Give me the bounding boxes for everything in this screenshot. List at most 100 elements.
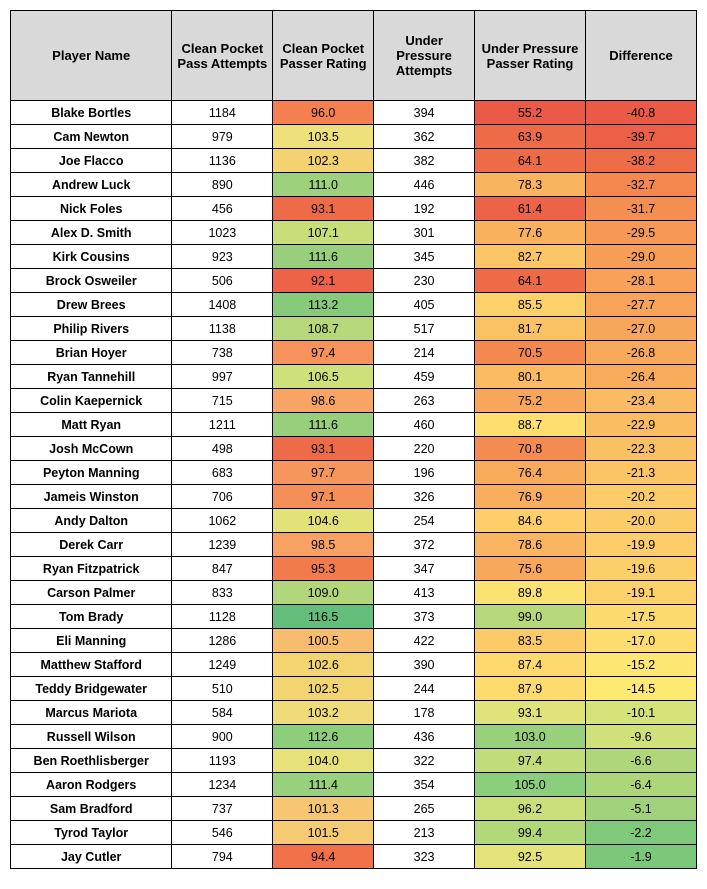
cell-player-name: Blake Bortles — [11, 101, 172, 125]
cell-clean-pocket-rating: 102.3 — [273, 149, 374, 173]
cell-difference: -29.5 — [586, 221, 697, 245]
cell-clean-pocket-attempts: 900 — [172, 725, 273, 749]
cell-clean-pocket-rating: 103.2 — [273, 701, 374, 725]
cell-player-name: Jay Cutler — [11, 845, 172, 869]
cell-under-pressure-rating: 63.9 — [475, 125, 586, 149]
cell-under-pressure-attempts: 517 — [374, 317, 475, 341]
cell-player-name: Matthew Stafford — [11, 653, 172, 677]
cell-difference: -39.7 — [586, 125, 697, 149]
cell-under-pressure-rating: 105.0 — [475, 773, 586, 797]
table-body: Blake Bortles118496.039455.2-40.8Cam New… — [11, 101, 697, 869]
cell-clean-pocket-rating: 93.1 — [273, 197, 374, 221]
cell-under-pressure-rating: 93.1 — [475, 701, 586, 725]
cell-under-pressure-rating: 76.9 — [475, 485, 586, 509]
cell-clean-pocket-rating: 97.7 — [273, 461, 374, 485]
cell-player-name: Teddy Bridgewater — [11, 677, 172, 701]
cell-player-name: Tom Brady — [11, 605, 172, 629]
cell-under-pressure-rating: 87.4 — [475, 653, 586, 677]
cell-clean-pocket-attempts: 923 — [172, 245, 273, 269]
cell-under-pressure-attempts: 192 — [374, 197, 475, 221]
cell-clean-pocket-attempts: 847 — [172, 557, 273, 581]
cell-under-pressure-rating: 78.6 — [475, 533, 586, 557]
cell-difference: -29.0 — [586, 245, 697, 269]
cell-under-pressure-rating: 61.4 — [475, 197, 586, 221]
cell-clean-pocket-attempts: 1234 — [172, 773, 273, 797]
table-row: Blake Bortles118496.039455.2-40.8 — [11, 101, 697, 125]
cell-player-name: Marcus Mariota — [11, 701, 172, 725]
cell-under-pressure-rating: 75.2 — [475, 389, 586, 413]
cell-clean-pocket-attempts: 1128 — [172, 605, 273, 629]
cell-difference: -21.3 — [586, 461, 697, 485]
cell-clean-pocket-rating: 102.5 — [273, 677, 374, 701]
cell-player-name: Andy Dalton — [11, 509, 172, 533]
cell-clean-pocket-attempts: 584 — [172, 701, 273, 725]
cell-clean-pocket-attempts: 794 — [172, 845, 273, 869]
cell-clean-pocket-attempts: 738 — [172, 341, 273, 365]
cell-clean-pocket-attempts: 1062 — [172, 509, 273, 533]
table-row: Colin Kaepernick71598.626375.2-23.4 — [11, 389, 697, 413]
table-row: Matt Ryan1211111.646088.7-22.9 — [11, 413, 697, 437]
table-row: Kirk Cousins923111.634582.7-29.0 — [11, 245, 697, 269]
col-clean-pocket-attempts: Clean Pocket Pass Attempts — [172, 11, 273, 101]
cell-under-pressure-rating: 88.7 — [475, 413, 586, 437]
table-row: Josh McCown49893.122070.8-22.3 — [11, 437, 697, 461]
table-row: Tyrod Taylor546101.521399.4-2.2 — [11, 821, 697, 845]
cell-difference: -26.4 — [586, 365, 697, 389]
table-row: Russell Wilson900112.6436103.0-9.6 — [11, 725, 697, 749]
cell-clean-pocket-attempts: 498 — [172, 437, 273, 461]
cell-player-name: Derek Carr — [11, 533, 172, 557]
cell-clean-pocket-attempts: 1249 — [172, 653, 273, 677]
cell-player-name: Tyrod Taylor — [11, 821, 172, 845]
cell-player-name: Russell Wilson — [11, 725, 172, 749]
cell-player-name: Joe Flacco — [11, 149, 172, 173]
cell-under-pressure-attempts: 244 — [374, 677, 475, 701]
cell-clean-pocket-attempts: 1408 — [172, 293, 273, 317]
cell-under-pressure-attempts: 213 — [374, 821, 475, 845]
cell-player-name: Alex D. Smith — [11, 221, 172, 245]
table-row: Nick Foles45693.119261.4-31.7 — [11, 197, 697, 221]
cell-under-pressure-attempts: 373 — [374, 605, 475, 629]
cell-difference: -6.4 — [586, 773, 697, 797]
cell-difference: -19.1 — [586, 581, 697, 605]
cell-clean-pocket-rating: 101.5 — [273, 821, 374, 845]
table-row: Brian Hoyer73897.421470.5-26.8 — [11, 341, 697, 365]
table-row: Ryan Fitzpatrick84795.334775.6-19.6 — [11, 557, 697, 581]
cell-clean-pocket-attempts: 737 — [172, 797, 273, 821]
cell-difference: -19.9 — [586, 533, 697, 557]
cell-difference: -10.1 — [586, 701, 697, 725]
cell-clean-pocket-attempts: 890 — [172, 173, 273, 197]
cell-clean-pocket-rating: 103.5 — [273, 125, 374, 149]
cell-clean-pocket-rating: 104.0 — [273, 749, 374, 773]
cell-player-name: Cam Newton — [11, 125, 172, 149]
cell-difference: -17.0 — [586, 629, 697, 653]
cell-clean-pocket-rating: 111.4 — [273, 773, 374, 797]
cell-difference: -22.9 — [586, 413, 697, 437]
cell-player-name: Eli Manning — [11, 629, 172, 653]
cell-player-name: Sam Bradford — [11, 797, 172, 821]
table-row: Drew Brees1408113.240585.5-27.7 — [11, 293, 697, 317]
cell-clean-pocket-attempts: 833 — [172, 581, 273, 605]
cell-clean-pocket-attempts: 979 — [172, 125, 273, 149]
cell-difference: -20.0 — [586, 509, 697, 533]
cell-difference: -17.5 — [586, 605, 697, 629]
cell-under-pressure-attempts: 347 — [374, 557, 475, 581]
table-row: Ryan Tannehill997106.545980.1-26.4 — [11, 365, 697, 389]
cell-clean-pocket-attempts: 1138 — [172, 317, 273, 341]
cell-clean-pocket-rating: 101.3 — [273, 797, 374, 821]
cell-under-pressure-rating: 92.5 — [475, 845, 586, 869]
cell-clean-pocket-rating: 111.0 — [273, 173, 374, 197]
cell-difference: -9.6 — [586, 725, 697, 749]
cell-player-name: Ryan Fitzpatrick — [11, 557, 172, 581]
cell-clean-pocket-attempts: 1286 — [172, 629, 273, 653]
cell-under-pressure-attempts: 436 — [374, 725, 475, 749]
cell-under-pressure-attempts: 323 — [374, 845, 475, 869]
table-row: Marcus Mariota584103.217893.1-10.1 — [11, 701, 697, 725]
cell-clean-pocket-rating: 94.4 — [273, 845, 374, 869]
cell-under-pressure-rating: 83.5 — [475, 629, 586, 653]
cell-clean-pocket-attempts: 997 — [172, 365, 273, 389]
cell-under-pressure-attempts: 178 — [374, 701, 475, 725]
cell-under-pressure-rating: 85.5 — [475, 293, 586, 317]
cell-difference: -27.0 — [586, 317, 697, 341]
cell-clean-pocket-rating: 111.6 — [273, 413, 374, 437]
col-under-pressure-rating: Under Pressure Passer Rating — [475, 11, 586, 101]
